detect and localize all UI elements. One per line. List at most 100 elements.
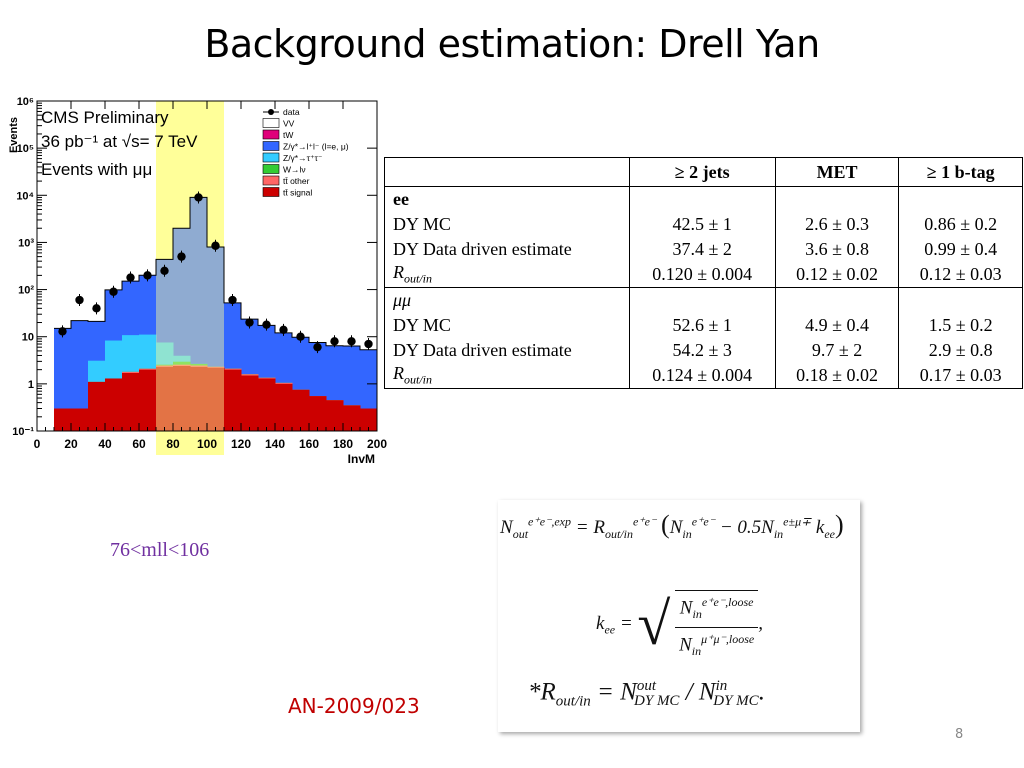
events-with-label: Events with μμ bbox=[41, 160, 152, 179]
histogram-bar bbox=[122, 372, 140, 431]
table-cell: 9.7 ± 2 bbox=[774, 338, 900, 363]
table-cell: 0.18 ± 0.02 bbox=[774, 363, 900, 389]
histogram-bar bbox=[309, 396, 327, 431]
data-point bbox=[75, 295, 84, 305]
histogram-bar bbox=[71, 408, 89, 431]
table-cell: 2.6 ± 0.3 bbox=[774, 212, 900, 237]
x-tick-label: 140 bbox=[265, 437, 285, 451]
histogram-bar bbox=[105, 378, 123, 431]
y-tick-label: 10⁶ bbox=[17, 96, 34, 108]
histogram-bar bbox=[292, 389, 310, 431]
row-label: DY Data driven estimate bbox=[384, 237, 630, 262]
data-point bbox=[160, 266, 169, 276]
equation-rout-in: *Rout/in = NoutDY MC / NinDY MC. bbox=[528, 678, 765, 710]
equations-image: Noute⁺e⁻,exp = Rout/ine⁺e⁻ (Nine⁺e⁻ − 0.… bbox=[498, 500, 860, 732]
table-header-2jets: ≥ 2 jets bbox=[628, 157, 776, 187]
x-tick-label: 80 bbox=[166, 437, 180, 451]
table-header-btag: ≥ 1 b-tag bbox=[898, 157, 1023, 187]
x-tick-label: 0 bbox=[34, 437, 41, 451]
legend-swatch bbox=[262, 129, 280, 140]
results-table-container: ≥ 2 jets MET ≥ 1 b-tag ee DY MC 42.5 ± 1… bbox=[384, 157, 1024, 397]
data-point bbox=[330, 337, 339, 346]
y-tick-label: 10⁵ bbox=[17, 143, 34, 155]
legend-swatch bbox=[262, 187, 280, 197]
legend-label: Z/γ*→l⁺l⁻ (l=e, μ) bbox=[283, 142, 349, 152]
equation-kee: kee = √ Nine⁺e⁻,loose Ninμ⁺μ⁻,loose , bbox=[596, 590, 763, 658]
legend-label: tW bbox=[283, 130, 293, 140]
group-label-mumu: μμ bbox=[384, 287, 630, 313]
histogram-bar bbox=[275, 383, 293, 431]
table-cell: 0.99 ± 0.4 bbox=[898, 237, 1023, 262]
legend-label: data bbox=[283, 107, 300, 117]
table-header-empty bbox=[384, 157, 630, 187]
legend-label: Z/γ*→τ⁺τ⁻ bbox=[283, 153, 323, 163]
x-tick-label: 200 bbox=[367, 437, 387, 451]
row-label-rout-in: Rout/in bbox=[384, 363, 630, 389]
table-cell: 42.5 ± 1 bbox=[628, 212, 776, 237]
legend-swatch bbox=[262, 152, 280, 163]
legend-swatch bbox=[262, 175, 280, 186]
legend-swatch bbox=[262, 141, 280, 151]
histogram-bar bbox=[190, 366, 208, 431]
data-point bbox=[296, 332, 305, 341]
table-cell: 54.2 ± 3 bbox=[628, 338, 776, 363]
cms-preliminary-label: CMS Preliminary bbox=[41, 108, 169, 127]
legend-label: tt̄ signal bbox=[283, 188, 312, 198]
legend-label: W→lν bbox=[283, 165, 306, 175]
invariant-mass-plot: 0 20 40 60 80 100 120 140 160 180 200 10⁻¹ 1 10 10² 10³… bbox=[5, 93, 389, 467]
histogram-bar bbox=[54, 408, 72, 431]
x-tick-label: 40 bbox=[98, 437, 112, 451]
histogram-bar bbox=[139, 369, 157, 431]
histogram-bar bbox=[326, 400, 344, 431]
table-cell: 0.17 ± 0.03 bbox=[898, 363, 1023, 389]
table-cell: 37.4 ± 2 bbox=[628, 237, 776, 262]
data-point bbox=[279, 325, 288, 335]
row-label: DY MC bbox=[384, 212, 630, 237]
slide-title: Background estimation: Drell Yan bbox=[204, 22, 820, 66]
highlight-band-overlay bbox=[156, 101, 224, 431]
x-tick-label: 100 bbox=[197, 437, 217, 451]
histogram-bar bbox=[173, 365, 191, 431]
page-number: 8 bbox=[955, 727, 964, 742]
data-point bbox=[228, 295, 237, 305]
luminosity-label: 36 pb⁻¹ at √s= 7 TeV bbox=[41, 132, 198, 151]
results-table: ≥ 2 jets MET ≥ 1 b-tag ee DY MC 42.5 ± 1… bbox=[384, 157, 1023, 389]
histogram-bar bbox=[258, 378, 276, 431]
table-cell: 0.124 ± 0.004 bbox=[628, 363, 776, 389]
x-tick-label: 120 bbox=[231, 437, 251, 451]
row-label: DY MC bbox=[384, 313, 630, 338]
data-point bbox=[262, 320, 271, 329]
table-header-met: MET bbox=[774, 157, 900, 187]
analysis-note-label: AN-2009/023 bbox=[288, 694, 420, 718]
histogram-bar bbox=[88, 381, 106, 431]
histogram-bar bbox=[207, 367, 225, 431]
data-point bbox=[109, 287, 118, 296]
table-cell: 0.120 ± 0.004 bbox=[628, 262, 776, 288]
legend-marker bbox=[268, 109, 274, 115]
histogram-bar bbox=[224, 369, 242, 431]
group-label-ee: ee bbox=[384, 186, 630, 212]
y-tick-label: 10⁴ bbox=[16, 190, 34, 202]
table-cell: 0.12 ± 0.02 bbox=[774, 262, 900, 288]
histogram-bar bbox=[360, 408, 378, 431]
x-tick-label: 20 bbox=[64, 437, 78, 451]
legend-label: VV bbox=[283, 119, 295, 129]
histogram-bar bbox=[156, 366, 174, 431]
data-point bbox=[313, 342, 322, 352]
legend-label: tt̄ other bbox=[283, 176, 310, 186]
table-cell: 1.5 ± 0.2 bbox=[898, 313, 1023, 338]
table-cell: 0.86 ± 0.2 bbox=[898, 212, 1023, 237]
data-point bbox=[194, 193, 203, 202]
row-label-rout-in: Rout/in bbox=[384, 262, 630, 288]
x-tick-label: 60 bbox=[132, 437, 146, 451]
data-point bbox=[177, 252, 186, 261]
data-point bbox=[126, 273, 135, 282]
y-tick-label: 10⁻¹ bbox=[12, 426, 34, 438]
table-cell: 0.12 ± 0.03 bbox=[898, 262, 1023, 288]
table-cell: 2.9 ± 0.8 bbox=[898, 338, 1023, 363]
x-tick-label: 160 bbox=[299, 437, 319, 451]
legend-swatch bbox=[262, 118, 280, 128]
histogram-bar bbox=[71, 320, 89, 431]
data-point bbox=[347, 337, 356, 346]
histogram-bar bbox=[241, 375, 259, 431]
